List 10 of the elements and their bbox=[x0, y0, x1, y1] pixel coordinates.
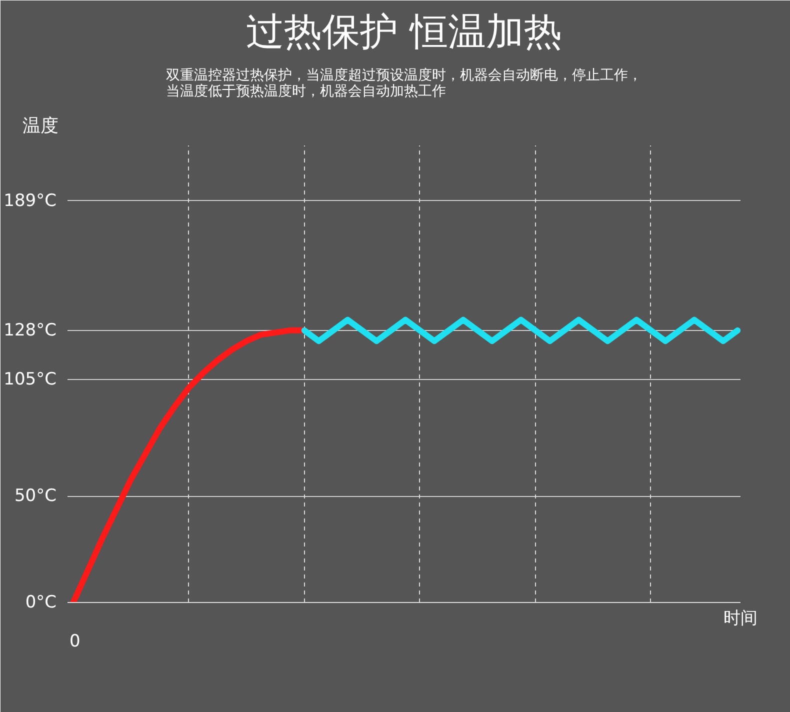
y-tick-label: 128°C bbox=[4, 320, 57, 340]
y-tick-label: 189°C bbox=[4, 190, 57, 211]
y-tick-label: 50°C bbox=[14, 486, 57, 506]
chart-title: 过热保护 恒温加热 bbox=[246, 10, 562, 54]
chart-subtitle: 双重温控器过热保护，当温度超过预设温度时，机器会自动断电，停止工作，当温度低于预热温度时，机器会自动加热工作 bbox=[166, 68, 642, 100]
y-axis-title: 温度 bbox=[22, 116, 58, 136]
y-tick-label: 105°C bbox=[4, 369, 57, 390]
y-tick-label: 0°C bbox=[25, 592, 56, 612]
x-axis-title: 时间 bbox=[724, 608, 758, 628]
text: 0 bbox=[70, 632, 80, 652]
